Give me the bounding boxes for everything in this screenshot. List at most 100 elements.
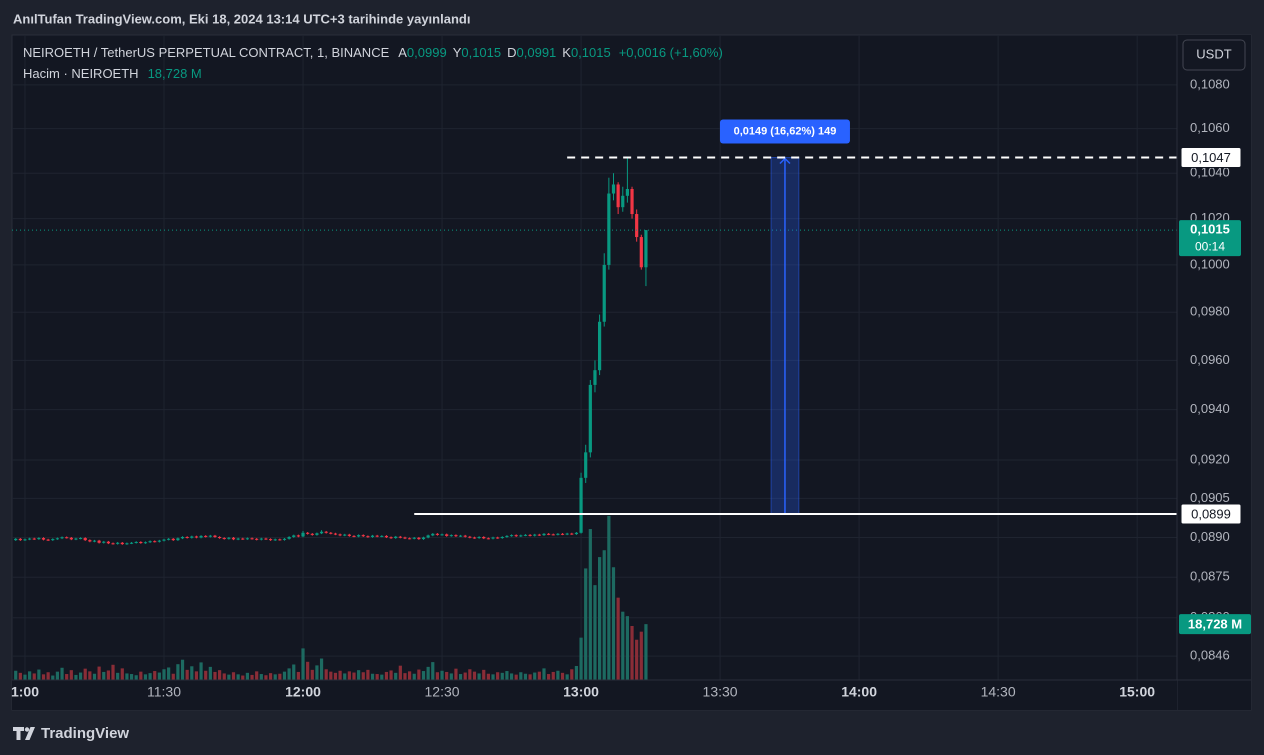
candle-body bbox=[167, 538, 171, 540]
candle-body bbox=[227, 537, 231, 539]
volume-bar bbox=[162, 669, 166, 680]
volume-bar bbox=[37, 669, 41, 680]
candle-body bbox=[574, 532, 579, 535]
measure-label: 0,0149 (16,62%) 149 bbox=[734, 125, 837, 137]
candle-body bbox=[23, 539, 27, 541]
legend-line: NEIROETH / TetherUS PERPETUAL CONTRACT, … bbox=[23, 45, 723, 60]
candle-body bbox=[51, 539, 55, 541]
volume-bar bbox=[579, 637, 583, 680]
candle-body bbox=[621, 195, 625, 208]
volume-bar bbox=[319, 658, 324, 680]
candle-body bbox=[361, 535, 365, 537]
y-tick-label: 0,1000 bbox=[1190, 256, 1230, 271]
candle-body bbox=[449, 535, 453, 537]
volume-bar bbox=[185, 669, 189, 680]
volume-bar bbox=[333, 672, 338, 680]
candle-body bbox=[88, 540, 92, 542]
candle-body bbox=[273, 539, 277, 541]
candle-body bbox=[278, 539, 282, 541]
candle-body bbox=[417, 537, 421, 540]
volume-bar bbox=[259, 674, 263, 680]
volume-bar bbox=[287, 668, 291, 680]
ohlc-value: 0,1015 bbox=[461, 45, 501, 60]
volume-bar bbox=[375, 674, 379, 680]
candle-body bbox=[333, 533, 338, 535]
volume-bar bbox=[65, 674, 69, 680]
line-tag-label: 0,0899 bbox=[1191, 506, 1231, 521]
candle-body bbox=[468, 536, 472, 538]
candle-body bbox=[259, 538, 263, 540]
candle-body bbox=[597, 321, 602, 371]
volume-bar bbox=[352, 672, 356, 680]
candle-body bbox=[83, 538, 87, 541]
candle-body bbox=[41, 538, 46, 540]
y-tick-label: 0,0875 bbox=[1190, 569, 1230, 584]
candle-body bbox=[477, 536, 481, 539]
candle-body bbox=[74, 538, 78, 540]
volume-bar bbox=[153, 671, 157, 680]
volume-bar bbox=[157, 672, 161, 680]
volume-bar bbox=[315, 665, 319, 680]
volume-bar bbox=[111, 664, 115, 680]
y-tick-label: 0,1060 bbox=[1190, 120, 1230, 135]
volume-bar bbox=[74, 674, 78, 680]
currency-button[interactable] bbox=[1182, 39, 1246, 71]
candle-body bbox=[236, 538, 240, 540]
candle-body bbox=[176, 538, 180, 541]
candle-body bbox=[551, 534, 555, 536]
volume-bar bbox=[213, 671, 217, 680]
chart-area bbox=[11, 34, 1252, 711]
candle-body bbox=[644, 230, 648, 268]
currency[interactable]: USDT bbox=[1196, 46, 1231, 61]
volume-bar bbox=[380, 674, 384, 680]
candle-body bbox=[28, 538, 32, 540]
candle-body bbox=[380, 535, 384, 537]
volume-bar bbox=[338, 670, 342, 680]
volume-bar bbox=[264, 675, 268, 680]
y-tick-label: 0,1080 bbox=[1190, 76, 1230, 91]
volume-bar bbox=[570, 669, 574, 680]
candle-body bbox=[630, 188, 634, 215]
volume-bar bbox=[556, 670, 560, 680]
candle-body bbox=[319, 531, 324, 534]
y-tick-label: 0,0905 bbox=[1190, 490, 1230, 505]
last-price-label: 0,1015 bbox=[1190, 222, 1230, 237]
candle-body bbox=[139, 541, 143, 544]
volume-bar bbox=[222, 673, 226, 680]
volume-bar bbox=[426, 666, 430, 680]
volume-bar bbox=[268, 673, 273, 680]
candle-body bbox=[505, 535, 509, 537]
candle-body bbox=[398, 536, 402, 538]
volume-bar bbox=[574, 665, 579, 680]
x-tick-label: 11:30 bbox=[147, 684, 181, 700]
volume-bar bbox=[584, 568, 588, 680]
candle-body bbox=[528, 534, 532, 536]
candle-body bbox=[268, 539, 273, 541]
y-tick-label: 0,0980 bbox=[1190, 304, 1230, 319]
candle-body bbox=[116, 542, 120, 544]
volume-bar bbox=[296, 671, 300, 680]
volume-pane bbox=[14, 515, 648, 680]
line-tag bbox=[1180, 147, 1242, 169]
candle-body bbox=[106, 541, 110, 544]
candle-body bbox=[78, 538, 83, 540]
candle-body bbox=[389, 537, 393, 539]
candle-body bbox=[162, 539, 166, 541]
candle-body bbox=[129, 542, 134, 544]
candle-body bbox=[375, 535, 379, 537]
candle-body bbox=[611, 184, 616, 194]
logo-dot bbox=[24, 727, 30, 732]
volume-bar bbox=[468, 669, 472, 680]
volume-bar bbox=[97, 666, 101, 680]
volume-bar bbox=[412, 673, 416, 680]
volume-bar bbox=[616, 597, 620, 680]
candle-body bbox=[37, 538, 41, 540]
volume-bar bbox=[190, 666, 194, 680]
volume-bar bbox=[463, 672, 467, 680]
volume-bar bbox=[588, 529, 592, 680]
candle-body bbox=[491, 537, 495, 539]
candle-body bbox=[264, 538, 268, 540]
volume-bar bbox=[310, 669, 314, 680]
candle-body bbox=[134, 541, 138, 543]
